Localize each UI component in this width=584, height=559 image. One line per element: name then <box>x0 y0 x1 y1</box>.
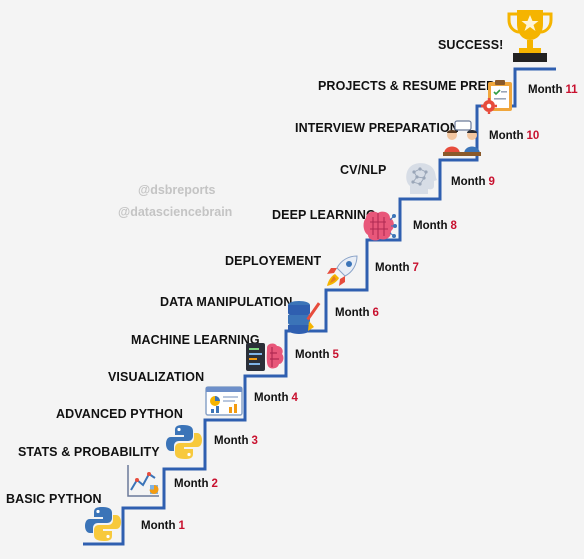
stage-title-4: VISUALIZATION <box>108 370 205 384</box>
stage-title-10: INTERVIEW PREPARATION <box>295 121 459 135</box>
stage-title-6: DATA MANIPULATION <box>160 295 293 309</box>
month-word: Month <box>413 220 448 232</box>
month-number: 6 <box>372 307 379 319</box>
month-number: 2 <box>211 478 218 490</box>
month-label-9: Month 9 <box>451 176 495 188</box>
trophy-icon <box>507 10 553 62</box>
month-number: 8 <box>450 220 457 232</box>
stage-title-2: STATS & PROBABILITY <box>18 445 160 459</box>
month-label-8: Month 8 <box>413 220 457 232</box>
watermark-handle-1: @dsbreports <box>138 183 216 197</box>
line-chart-icon <box>125 463 161 504</box>
month-number: 7 <box>412 262 419 274</box>
stage-title-5: MACHINE LEARNING <box>131 333 260 347</box>
rocket-icon <box>323 252 361 295</box>
stage-title-11: PROJECTS & RESUME PREP <box>318 79 495 93</box>
month-label-2: Month 2 <box>174 478 218 490</box>
month-number: 5 <box>332 349 339 361</box>
neural-brain-icon <box>360 208 398 249</box>
month-number: 11 <box>565 84 578 96</box>
interview-icon <box>442 120 482 163</box>
month-number: 10 <box>526 130 540 142</box>
watermark-handle-2: @datasciencebrain <box>118 205 233 219</box>
month-word: Month <box>254 392 289 404</box>
month-label-7: Month 7 <box>375 262 419 274</box>
database-icon <box>285 297 323 340</box>
month-number: 9 <box>488 176 495 188</box>
month-number: 4 <box>291 392 298 404</box>
month-number: 1 <box>178 520 185 532</box>
month-word: Month <box>295 349 330 361</box>
month-word: Month <box>214 435 249 447</box>
month-label-6: Month 6 <box>335 307 379 319</box>
month-number: 3 <box>251 435 258 447</box>
month-word: Month <box>141 520 176 532</box>
month-label-11: Month 11 <box>528 84 578 96</box>
month-word: Month <box>451 176 486 188</box>
month-label-10: Month 10 <box>489 130 539 142</box>
stage-title-9: CV/NLP <box>340 163 387 177</box>
stage-title-1: BASIC PYTHON <box>6 492 102 506</box>
ai-head-icon <box>402 160 442 205</box>
month-word: Month <box>489 130 524 142</box>
month-word: Month <box>335 307 370 319</box>
stage-title-7: DEPLOYEMENT <box>225 254 322 268</box>
python-logo-icon <box>84 505 122 548</box>
stage-title-3: ADVANCED PYTHON <box>56 407 183 421</box>
month-label-1: Month 1 <box>141 520 185 532</box>
dashboard-icon <box>205 385 243 422</box>
code-brain-icon <box>245 340 285 379</box>
month-label-3: Month 3 <box>214 435 258 447</box>
month-label-5: Month 5 <box>295 349 339 361</box>
clipboard-gear-icon <box>480 78 516 119</box>
month-word: Month <box>174 478 209 490</box>
python-logo-icon <box>165 423 203 466</box>
month-label-4: Month 4 <box>254 392 298 404</box>
success-title: SUCCESS! <box>438 38 504 52</box>
month-word: Month <box>375 262 410 274</box>
month-word: Month <box>528 84 563 96</box>
stage-title-8: DEEP LEARNING <box>272 208 376 222</box>
